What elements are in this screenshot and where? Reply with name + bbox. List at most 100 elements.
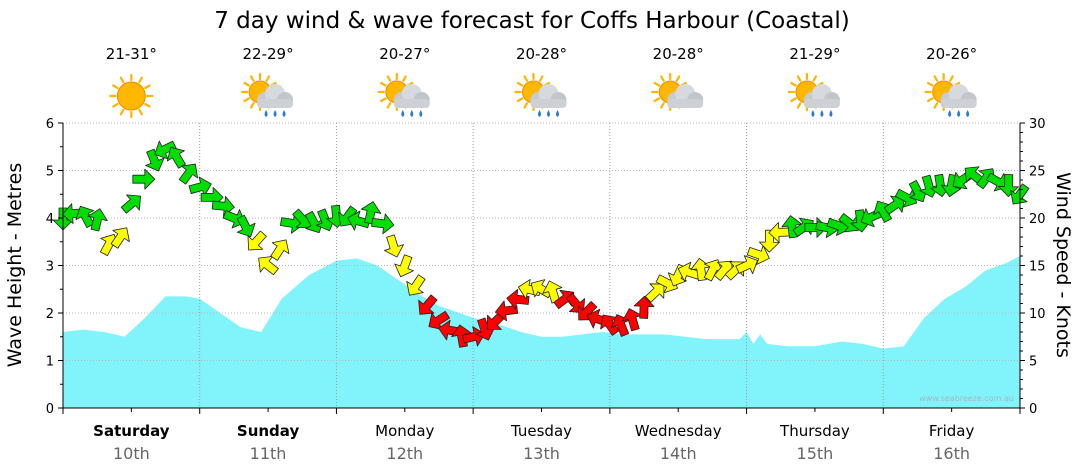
wind-arrow (371, 213, 395, 235)
wind-arrow-shape (304, 210, 324, 234)
wind-arrow-shape (120, 194, 141, 214)
wind-arrow (998, 174, 1019, 197)
sun-ray (243, 97, 250, 103)
y-tick-label-right: 5 (1029, 355, 1037, 370)
day-date-label: 16th (933, 444, 970, 463)
wind-arrow (394, 254, 414, 278)
chart-title: 7 day wind & wave forecast for Coffs Har… (214, 8, 850, 34)
day-name-label: Tuesday (510, 422, 572, 440)
rain-drop (410, 110, 414, 117)
rain-drop (401, 110, 405, 117)
wind-arrow-shape (746, 245, 770, 265)
sun-ray (249, 75, 255, 82)
rain-drop (957, 110, 961, 117)
y-tick-label-right: 20 (1029, 212, 1046, 227)
wind-arrow (418, 294, 438, 315)
sun-ray (380, 81, 387, 87)
day-name-label: Sunday (237, 422, 300, 440)
wind-arrow (145, 148, 165, 172)
wind-arrow (132, 168, 156, 190)
y-tick-label-left: 1 (46, 355, 54, 370)
sun-ray (243, 81, 250, 87)
day-date-label: 13th (523, 444, 560, 463)
wind-arrow (506, 288, 530, 310)
wind-arrow (154, 140, 177, 160)
sun-ray (138, 76, 143, 84)
grid (63, 122, 1020, 408)
sun-ray (926, 81, 934, 87)
sun-ray (119, 108, 125, 116)
sun-ray (386, 75, 392, 82)
wind-arrow (645, 283, 665, 303)
cloud-shape (530, 84, 567, 108)
sun-ray (796, 75, 802, 82)
cloud-shape (803, 84, 840, 108)
wind-arrow-shape (998, 174, 1019, 197)
wind-arrow-shape (178, 163, 198, 185)
temperature-range: 21-31° (106, 45, 157, 63)
wind-arrow-shape (188, 176, 212, 197)
temperature-range: 21-29° (789, 45, 840, 63)
y-tick-label-left: 2 (46, 307, 54, 322)
y-tick-label-left: 6 (46, 117, 54, 132)
wind-arrow (247, 230, 267, 251)
rain-drop (264, 110, 268, 117)
wind-arrow-shape (894, 188, 918, 208)
sun-ray (796, 102, 802, 109)
partly-cloudy-icon (651, 72, 704, 112)
sun-ray (516, 97, 524, 103)
cloud-base (530, 99, 567, 108)
sun-ray (516, 81, 524, 87)
cloud-base (667, 99, 704, 108)
wind-arrow (166, 146, 186, 169)
wind-arrow (120, 194, 141, 214)
wind-arrow (894, 188, 918, 208)
rain-drop (273, 110, 277, 117)
sun-ray (790, 81, 797, 87)
wind-arrow-shape (645, 283, 665, 303)
wind-arrow (87, 208, 108, 232)
wind-arrow-shape (838, 213, 859, 233)
wind-arrow-shape (145, 148, 165, 172)
wind-arrow (735, 255, 758, 275)
cloud-shape (257, 84, 294, 108)
day-date-label: 12th (386, 444, 423, 463)
y-tick-label-right: 30 (1029, 117, 1046, 132)
sun-ray (926, 97, 934, 103)
wind-arrow-shape (258, 255, 279, 276)
wind-arrow (384, 234, 404, 258)
sun-ray (660, 102, 665, 109)
rain-drop (419, 110, 423, 117)
partly-cloudy-showers-icon (240, 72, 294, 117)
sun-disc (116, 81, 146, 111)
sun-ray (660, 75, 665, 82)
wind-arrow (236, 214, 256, 237)
wave-series (63, 256, 1020, 408)
wind-arrow (188, 176, 212, 197)
wave-area (63, 256, 1020, 408)
rain-drop (547, 110, 550, 117)
wind-arrow-shape (919, 174, 940, 198)
cloud-base (940, 99, 977, 108)
sun-ray (386, 102, 392, 109)
credit-label: www.seabreeze.com.au (919, 394, 1014, 403)
wind-arrow (622, 308, 643, 332)
wind-arrow-shape (87, 208, 108, 232)
y-tick-label-left: 5 (46, 165, 54, 180)
sun-ray (523, 102, 529, 109)
wind-arrow-shape (883, 195, 905, 215)
axes: 0 1 2 3 4 5 6 0 5 10 15 20 25 30 (46, 117, 1046, 417)
sun-ray (949, 75, 954, 82)
showers-icon (924, 72, 977, 117)
wind-arrow (428, 310, 450, 330)
wind-arrow (746, 245, 770, 265)
day-date-label: 11th (250, 444, 287, 463)
rain-drop (820, 110, 824, 117)
rain-drop (556, 110, 559, 117)
day-labels: Saturday 10th Sunday 11th Monday 12th Tuesday 1… (93, 422, 974, 463)
wind-arrow-shape (166, 146, 186, 169)
sun-ray (812, 75, 818, 82)
wind-arrow-shape (735, 255, 758, 275)
sun-ray (112, 84, 119, 90)
wind-arrow-shape (110, 227, 130, 249)
